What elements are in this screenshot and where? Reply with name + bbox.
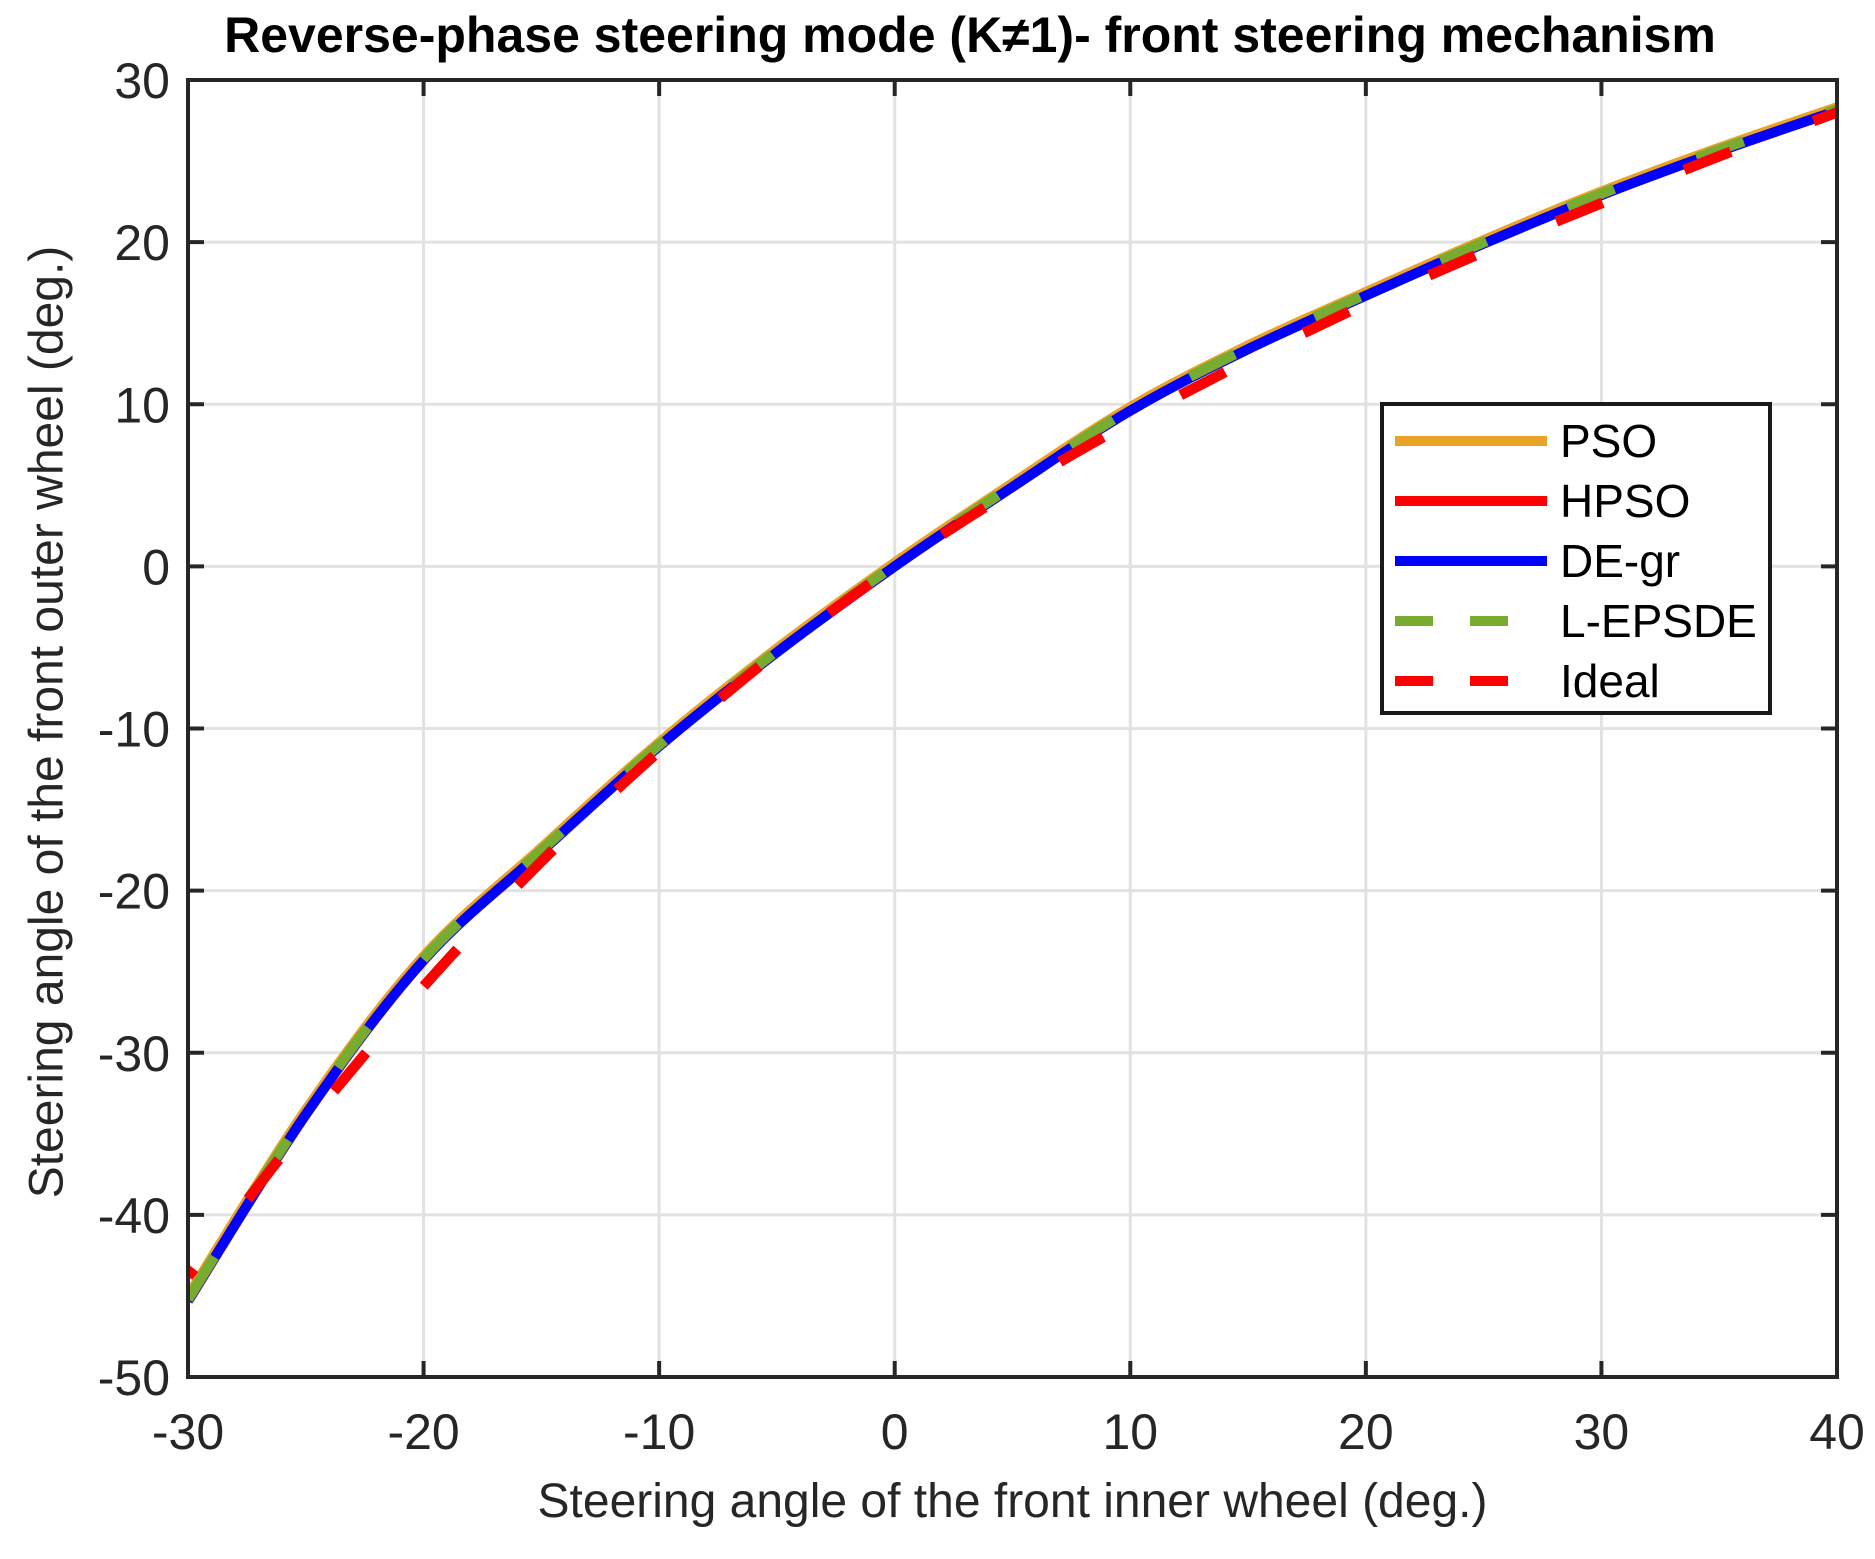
y-tick-label: -40 <box>98 1188 170 1244</box>
chart-title: Reverse-phase steering mode (K≠1)- front… <box>224 7 1716 63</box>
x-tick-label: 0 <box>881 1404 909 1460</box>
x-tick-label: 20 <box>1338 1404 1394 1460</box>
y-tick-label: -30 <box>98 1026 170 1082</box>
y-tick-label: 10 <box>114 377 170 433</box>
legend: PSO HPSO DE-gr L-EPSDE Ideal <box>1380 402 1772 715</box>
y-tick-label: -20 <box>98 864 170 920</box>
legend-item-de-gr: DE-gr <box>1395 531 1768 591</box>
legend-item-hpso: HPSO <box>1395 471 1768 531</box>
y-tick-label: -10 <box>98 702 170 758</box>
y-axis-label: Steering angle of the front outer wheel … <box>20 245 74 1199</box>
x-tick-label: 40 <box>1809 1404 1865 1460</box>
legend-label-ideal: Ideal <box>1560 655 1660 707</box>
y-tick-label: 30 <box>114 53 170 109</box>
tick-labels: -30 -20 -10 0 10 20 30 40 -50 -40 -30 -20 -10 0 10 20 30 <box>98 53 1865 1460</box>
axes-border <box>186 78 1839 1379</box>
y-tick-label: 0 <box>142 539 170 595</box>
legend-label-l-epsde: L-EPSDE <box>1560 595 1757 647</box>
x-tick-label: -30 <box>152 1404 224 1460</box>
x-tick-label: 30 <box>1574 1404 1630 1460</box>
y-tick-label: -50 <box>98 1350 170 1406</box>
series-ideal-line <box>188 107 1837 1280</box>
legend-item-l-epsde: L-EPSDE <box>1395 591 1768 651</box>
x-tick-label: 10 <box>1102 1404 1158 1460</box>
legend-line-hpso <box>1395 496 1547 506</box>
x-axis-label: Steering angle of the front inner wheel … <box>537 1475 1488 1528</box>
legend-line-l-epsde <box>1395 616 1547 626</box>
legend-item-ideal: Ideal <box>1395 651 1768 711</box>
x-tick-label: -10 <box>623 1404 695 1460</box>
grid-lines <box>188 80 1837 1377</box>
legend-label-hpso: HPSO <box>1560 475 1691 527</box>
legend-line-pso <box>1395 436 1547 446</box>
legend-label-de-gr: DE-gr <box>1560 535 1681 587</box>
y-tick-label: 20 <box>114 215 170 271</box>
legend-label-pso: PSO <box>1560 415 1658 467</box>
legend-line-ideal <box>1395 676 1547 686</box>
legend-item-pso: PSO <box>1395 411 1768 471</box>
legend-line-de-gr <box>1395 556 1547 566</box>
series-curves <box>188 102 1837 1304</box>
x-tick-label: -20 <box>387 1404 459 1460</box>
